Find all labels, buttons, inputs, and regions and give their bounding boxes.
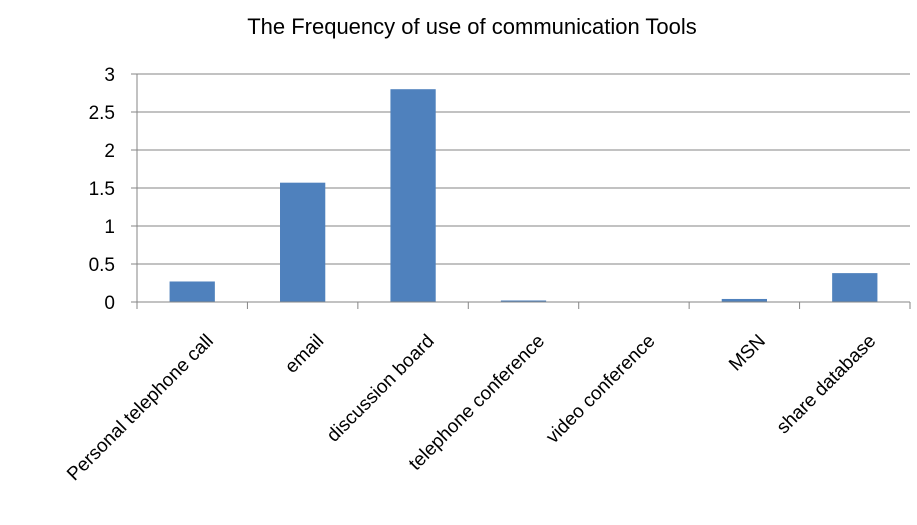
bar-msn (721, 298, 767, 302)
x-tick-label: video conference (542, 331, 659, 448)
x-tick-label: Personal telephone call (63, 331, 218, 486)
bar-telephone-conference (500, 300, 547, 302)
y-tick-label: 1.5 (89, 179, 115, 200)
bar-discussion-board (390, 89, 436, 302)
chart-title: The Frequency of use of communication To… (247, 14, 697, 39)
y-tick-label: 1 (104, 217, 115, 238)
gridlines (137, 73, 910, 265)
y-tick-label: 2 (104, 141, 115, 162)
x-tick-label: discussion board (323, 331, 439, 447)
y-tick-label: 0.5 (89, 255, 115, 276)
bar-personal-telephone-call (169, 281, 215, 302)
axes (131, 73, 911, 309)
x-tick-label: email (281, 331, 328, 378)
x-tick-label: share database (773, 331, 880, 438)
y-tick-label: 3 (104, 65, 115, 86)
y-tick-label: 2.5 (89, 103, 115, 124)
bars (169, 89, 878, 302)
bar-share-database (832, 273, 878, 302)
x-tick-label: MSN (725, 331, 770, 376)
y-tick-label: 0 (104, 293, 115, 314)
bar-email (280, 182, 326, 302)
y-axis-tick-labels: 0 0.5 1 1.5 2 2.5 3 (89, 65, 115, 314)
